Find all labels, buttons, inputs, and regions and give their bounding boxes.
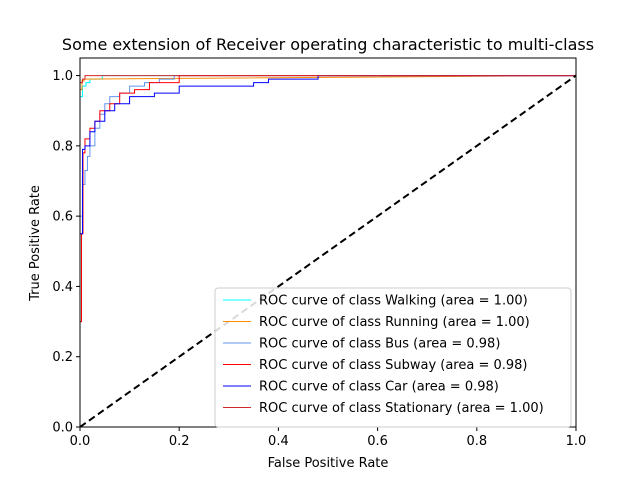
chart-title: Some extension of Receiver operating cha…	[62, 35, 594, 54]
axes: 0.0 0.2 0.4 0.6 0.8 1.0 0.0 0.2 0.4 0.6 0.8 1.0	[52, 57, 587, 449]
y-tick-label: 0.8	[52, 139, 73, 154]
x-axis-label: False Positive Rate	[268, 456, 389, 471]
y-tick-label: 0.2	[52, 350, 73, 365]
series-line-5	[80, 75, 576, 427]
x-tick-label: 0.6	[367, 434, 388, 449]
series-line-0	[80, 75, 576, 427]
legend-label-2: ROC curve of class Bus (area = 0.98)	[259, 337, 500, 352]
legend-label-1: ROC curve of class Running (area = 1.00)	[259, 315, 530, 330]
legend-label-5: ROC curve of class Stationary (area = 1.…	[259, 401, 544, 416]
x-tick-label: 0.8	[466, 434, 487, 449]
series-group	[80, 74, 576, 427]
y-tick-label: 0.6	[52, 210, 73, 225]
legend-label-0: ROC curve of class Walking (area = 1.00)	[259, 294, 528, 309]
y-tick-label: 0.4	[52, 280, 73, 295]
legend-label-4: ROC curve of class Car (area = 0.98)	[259, 380, 499, 395]
legend: ROC curve of class Walking (area = 1.00)…	[214, 287, 572, 428]
legend-label-3: ROC curve of class Subway (area = 0.98)	[259, 358, 528, 373]
x-tick-label: 0.0	[70, 434, 91, 449]
legend-box	[214, 287, 572, 428]
series-line-4	[80, 75, 576, 427]
x-tick-label: 0.4	[268, 434, 289, 449]
x-tick-label: 0.2	[169, 434, 190, 449]
chance-diagonal-line	[80, 74, 576, 427]
y-axis-label: True Positive Rate	[28, 185, 43, 302]
x-tick-label: 1.0	[566, 434, 587, 449]
y-tick-label: 1.0	[52, 69, 73, 84]
y-tick-label: 0.0	[52, 421, 73, 436]
plot-area	[80, 74, 576, 427]
